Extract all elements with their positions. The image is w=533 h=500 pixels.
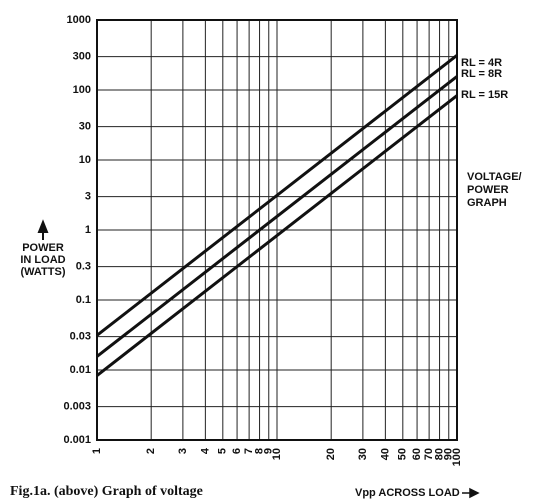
y-arrow bbox=[37, 219, 49, 240]
line bbox=[96, 75, 458, 358]
x-tick-label: 80 bbox=[433, 448, 445, 460]
legend-label: RL = 15R bbox=[461, 89, 508, 101]
y-label-line: IN LOAD bbox=[20, 254, 65, 266]
x-arrow bbox=[462, 487, 480, 499]
y-tick-label: 1 bbox=[85, 224, 91, 236]
y-label-line: (WATTS) bbox=[20, 266, 65, 278]
x-tick-label: 4 bbox=[199, 447, 211, 454]
x-tick-label: 50 bbox=[397, 448, 409, 460]
x-tick-label: 8 bbox=[253, 448, 265, 454]
x-tick-label: 20 bbox=[325, 448, 337, 460]
legend-label: RL = 4R bbox=[461, 57, 502, 69]
y-tick-label: 0.001 bbox=[63, 434, 91, 446]
y-tick-label: 1000 bbox=[67, 14, 91, 26]
y-tick-label: 10 bbox=[79, 154, 91, 166]
y-tick-label: 300 bbox=[73, 51, 91, 63]
line bbox=[96, 54, 458, 337]
x-tick-label: 2 bbox=[145, 448, 157, 454]
line bbox=[96, 94, 458, 377]
x-tick-label: 40 bbox=[379, 448, 391, 460]
x-tick-label: 100 bbox=[451, 448, 463, 466]
x-tick-label: 10 bbox=[271, 448, 283, 460]
x-tick-label: 5 bbox=[217, 448, 229, 454]
y-tick-label: 3 bbox=[85, 191, 91, 203]
y-tick-label: 0.003 bbox=[63, 401, 91, 413]
annotation: POWER bbox=[467, 184, 509, 196]
annotation: VOLTAGE/ bbox=[467, 171, 522, 183]
x-tick-label: 70 bbox=[423, 448, 435, 460]
y-tick-label: 30 bbox=[79, 121, 91, 133]
x-tick-label: 90 bbox=[443, 448, 455, 460]
x-tick-label: 60 bbox=[411, 448, 423, 460]
annotation: GRAPH bbox=[467, 197, 507, 209]
y-tick-label: 0.01 bbox=[70, 364, 91, 376]
plot-frame bbox=[96, 19, 458, 441]
y-tick-label: 100 bbox=[73, 84, 91, 96]
y-label-line: POWER bbox=[22, 242, 64, 254]
x-tick-label: 30 bbox=[357, 448, 369, 460]
caption: Fig.1a. (above) Graph of voltage bbox=[10, 484, 203, 499]
x-tick-label: 7 bbox=[243, 448, 255, 454]
y-tick-label: 0.3 bbox=[76, 261, 91, 273]
legend-label: RL = 8R bbox=[461, 68, 502, 80]
y-tick-label: 0.1 bbox=[76, 294, 91, 306]
x-tick-label: 3 bbox=[177, 448, 189, 454]
x-label: Vpp ACROSS LOAD bbox=[355, 487, 460, 499]
x-tick-label: 6 bbox=[231, 448, 243, 454]
x-tick-label: 1 bbox=[91, 448, 103, 454]
y-tick-label: 0.03 bbox=[70, 331, 91, 343]
x-tick-label: 9 bbox=[263, 448, 275, 454]
